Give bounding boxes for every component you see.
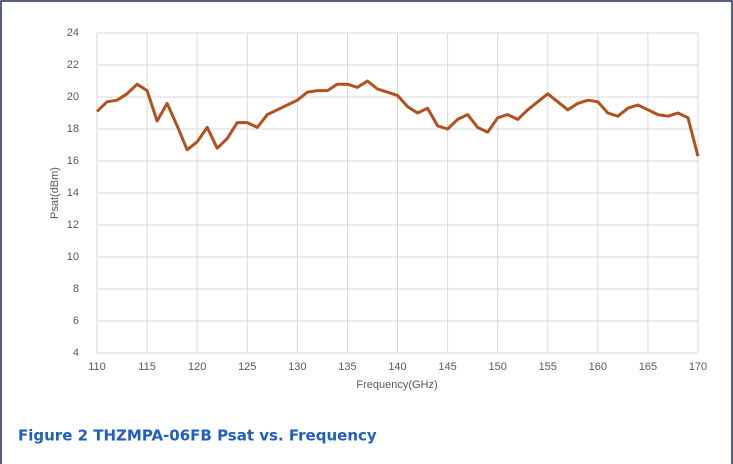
y-tick-label: 8 [73,283,79,295]
x-tick-label: 135 [338,361,356,373]
x-tick-label: 115 [138,361,156,373]
x-tick-label: 165 [639,361,657,373]
y-tick-label: 6 [73,315,79,327]
x-tick-label: 170 [689,361,707,373]
x-tick-label: 145 [438,361,456,373]
data-line [95,79,700,157]
y-axis-label: Psat(dBm) [49,167,61,219]
x-tick-label: 155 [539,361,557,373]
x-tick-label: 140 [388,361,406,373]
y-tick-label: 22 [67,59,79,71]
x-axis-label: Frequency(GHz) [356,379,437,391]
y-tick-label: 16 [67,155,79,167]
y-tick-label: 24 [67,27,79,39]
y-tick-label: 14 [67,187,79,199]
x-tick-label: 125 [238,361,256,373]
y-tick-label: 12 [67,219,79,231]
x-tick-label: 130 [288,361,306,373]
x-tick-label: 150 [488,361,506,373]
y-tick-label: 10 [67,251,79,263]
caption: Figure 2 THZMPA-06FB Psat vs. Frequency [18,427,377,445]
x-tick-label: 120 [188,361,206,373]
y-tick-label: 18 [67,123,79,135]
x-tick-label: 110 [88,361,106,373]
y-tick-label: 20 [67,91,79,103]
y-tick-label: 4 [73,347,79,359]
x-tick-label: 160 [589,361,607,373]
